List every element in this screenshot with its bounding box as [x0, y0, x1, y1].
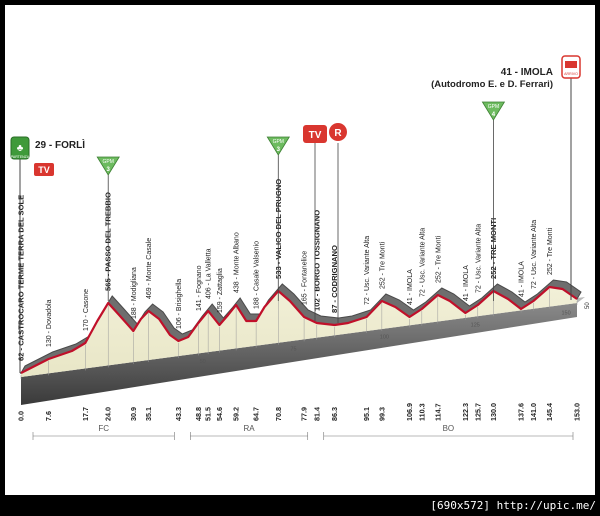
waypoint-km: 137.6 [517, 403, 526, 421]
waypoint-km: 145.4 [545, 403, 554, 421]
waypoint-km: 59.2 [232, 407, 241, 421]
refresh-badge [329, 123, 347, 141]
waypoint-label: 41 - IMOLA [463, 265, 470, 301]
kom-category: 3 [107, 167, 111, 173]
finish-name: 41 - IMOLA [501, 67, 553, 78]
kom-label: GPM [273, 139, 284, 145]
waypoint-label: 41 - IMOLA [519, 261, 526, 297]
start-tv-label: TV [38, 165, 50, 175]
end-tick-label: 50 [585, 302, 591, 309]
waypoint-ticks [20, 289, 578, 379]
waypoint-label: 141 - Fognano [196, 265, 203, 311]
waypoint-label: 130 - Dovadola [46, 299, 53, 347]
waypoint-km: 77.9 [300, 407, 309, 421]
waypoint-km: 54.6 [215, 407, 224, 421]
waypoint-km: 17.7 [81, 407, 90, 421]
arrivo-label: ARRIVO [564, 72, 578, 76]
waypoint-label: 252 - Tre Monti [435, 235, 442, 283]
waypoint-km: 125.7 [473, 403, 482, 421]
waypoint-label: 188 - Modigliana [131, 267, 138, 319]
waypoint-km: 122.3 [461, 403, 470, 421]
start-name: 29 - FORLÌ [35, 138, 85, 151]
waypoint-label: 170 - Casone [83, 289, 90, 331]
kom-label: GPM [488, 104, 499, 110]
arrivo-flag-icon [565, 61, 577, 68]
waypoint-km: 51.5 [204, 407, 213, 421]
waypoint-label: 159 - Zattaglia [217, 268, 224, 313]
provinces: FC RA BO [32, 424, 574, 440]
finish-subname: (Autodromo E. e D. Ferrari) [431, 79, 553, 90]
kom-badge [96, 156, 120, 176]
partenza-icon: ♣ [17, 143, 24, 154]
km-marker: 75 [290, 347, 296, 353]
broadcast-badges: TV R [303, 123, 347, 323]
tv-badge-label: TV [309, 130, 322, 141]
waypoint-label: 72 - Usc. Variante Alta [364, 236, 371, 305]
waypoint-km: 110.3 [417, 403, 426, 421]
partenza-label: PARTENZA [11, 155, 30, 159]
waypoint-label: 252 - Tre Monti [547, 227, 554, 275]
kom-label: GPM [103, 159, 114, 165]
province-code: RA [243, 424, 255, 433]
km-marker: 25 [109, 371, 115, 377]
waypoint-label: 165 - Fontanelice [302, 251, 309, 305]
waypoint-label: 106 - Brisighella [176, 279, 183, 329]
km-markers: 25 50 75 100 125 150 [109, 310, 571, 376]
refresh-badge-label: R [334, 128, 342, 139]
waypoint-label: 102 - BORGO TOSSIGNANO [312, 210, 321, 311]
province-code: FC [98, 424, 109, 433]
footer-bar: [690x572] http://upic.me/ [0, 496, 600, 516]
waypoint-km: 114.7 [433, 403, 442, 421]
tv-badge [303, 125, 327, 143]
waypoint-km: 70.8 [274, 407, 283, 421]
kom-badge [266, 136, 290, 156]
waypoint-label: 87 - CODRIGNANO [330, 245, 339, 313]
start-tv-badge [34, 163, 54, 176]
partenza-badge [10, 136, 30, 160]
km-marker: 50 [200, 359, 206, 365]
elevation-profile: 62 - CASTROCARO TERME TERRA DEL SOLE 130 … [10, 55, 591, 440]
waypoint-label: 72 - Usc. Variante Alta [419, 228, 426, 297]
waypoint-km: 99.3 [377, 407, 386, 421]
waypoint-label: 188 - Casale Valsenio [254, 241, 261, 309]
waypoint-label: 62 - CASTROCARO TERME TERRA DEL SOLE [17, 195, 26, 361]
waypoint-km: 0.0 [17, 411, 26, 421]
waypoint-km: 35.1 [144, 407, 153, 421]
province-code: BO [443, 424, 455, 433]
waypoint-km: 95.1 [362, 407, 371, 421]
waypoint-km: 7.6 [44, 411, 53, 421]
kom-category: 3 [277, 147, 281, 153]
profile-line [20, 285, 578, 374]
waypoint-km: 48.8 [194, 407, 203, 421]
waypoint-label: 438 - Monte Albano [234, 232, 241, 293]
kom-badge [481, 101, 506, 121]
km-marker: 100 [380, 335, 389, 341]
waypoint-km: 43.3 [174, 407, 183, 421]
waypoint-label: 72 - Usc. Variante Alta [475, 224, 482, 293]
km-marker: 150 [562, 310, 571, 316]
waypoint-km: 106.9 [405, 403, 414, 421]
kom-category: 4 [492, 112, 496, 118]
waypoint-label: 252 - Tre Monti [379, 241, 386, 289]
waypoint-km: 130.0 [489, 403, 498, 421]
stage-profile-frame: 62 - CASTROCARO TERME TERRA DEL SOLE 130 … [5, 5, 595, 495]
km-labels: 0.0 7.6 17.7 24.0 30.9 35.1 43.3 48.8 51.5 54.6 59… [17, 403, 582, 421]
waypoint-label: 469 - Monte Casale [146, 238, 153, 299]
footer-text: [690x572] http://upic.me/ [430, 499, 596, 512]
waypoint-km: 153.0 [573, 403, 582, 421]
start-marker: ♣ PARTENZA 29 - FORLÌ TV [10, 136, 85, 373]
waypoint-label: 406 - La Valletta [206, 248, 213, 299]
profile-base [21, 303, 577, 405]
waypoint-label: 72 - Usc. Variante Alta [531, 220, 538, 289]
waypoint-km: 81.4 [312, 407, 321, 421]
finish-marker: ARRIVO 41 - IMOLA (Autodromo E. e D. Fer… [431, 55, 581, 300]
waypoint-km: 141.0 [529, 403, 538, 421]
kom-markers: GPM 3 GPM 3 GPM 4 [96, 101, 506, 301]
waypoint-km: 24.0 [104, 407, 113, 421]
waypoint-km: 64.7 [252, 407, 261, 421]
waypoint-km: 30.9 [129, 407, 138, 421]
km-marker: 125 [471, 323, 480, 329]
waypoint-label: 41 - IMOLA [407, 269, 414, 305]
waypoint-km: 86.3 [330, 407, 339, 421]
